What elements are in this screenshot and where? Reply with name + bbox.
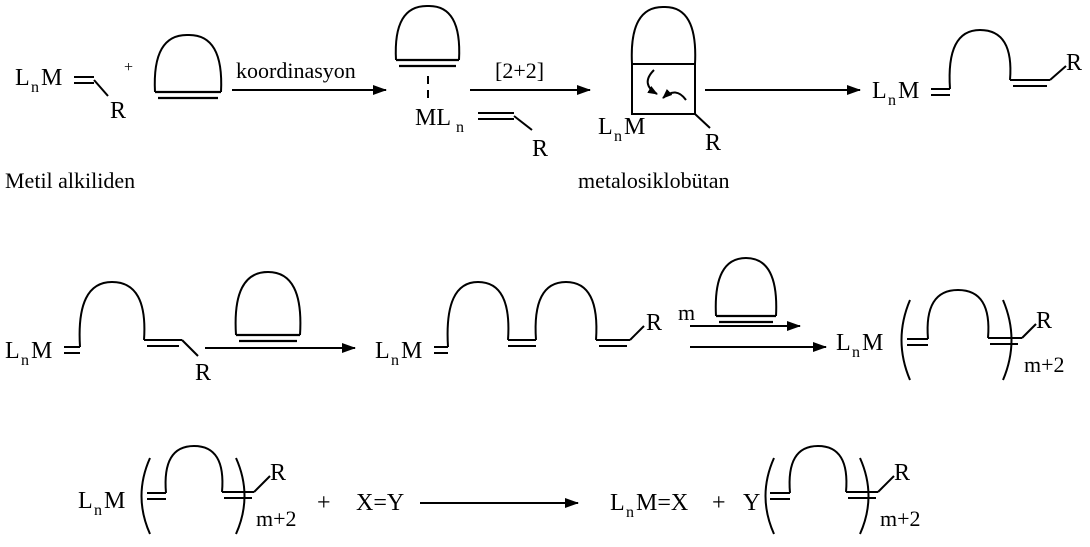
ligand-L: L <box>836 330 851 356</box>
ligand-L: L <box>598 114 613 140</box>
cycloolefin-monomer <box>153 33 223 100</box>
plus-sign: + <box>712 490 726 516</box>
caption-metallacycle: metalosiklobütan <box>578 168 730 193</box>
propagation-reactant: L n M R <box>5 280 211 386</box>
ligand-subscript: n <box>614 128 622 145</box>
arrow-coordination: koordinasyon <box>232 58 387 95</box>
ligand-subscript: n <box>888 92 896 109</box>
ml-label: ML <box>415 105 451 131</box>
r-group: R <box>1066 50 1082 76</box>
arrow-cycloaddition-label: [2+2] <box>495 58 544 83</box>
metal-M: M <box>898 78 919 104</box>
termination-products: L n M=X + Y R m+2 <box>610 444 921 535</box>
dimer-alkylidene: L n M R <box>375 280 662 369</box>
ligand-subscript: n <box>94 502 102 519</box>
ligand-subscript: n <box>626 504 634 521</box>
r-group: R <box>1036 308 1052 334</box>
ligand-L: L <box>15 65 30 91</box>
ligand-subscript: n <box>31 79 39 96</box>
r-group: R <box>532 136 548 162</box>
metal-M: M <box>31 338 52 364</box>
cycloolefin-monomer <box>234 270 302 343</box>
r-group: R <box>195 360 211 386</box>
metal-M: M <box>104 488 125 514</box>
arrow-cycloaddition: [2+2] <box>470 58 591 95</box>
ligand-L: L <box>78 488 93 514</box>
repeat-count: m+2 <box>880 506 921 531</box>
ligand-subscript: n <box>21 352 29 369</box>
alkylidene-complex: L n M R <box>15 65 126 124</box>
arrow-m-monomers: m <box>678 256 827 352</box>
metal-M: M <box>41 65 62 91</box>
metallacyclobutane: L n M R <box>598 5 721 156</box>
reagent-xy: X=Y <box>356 490 404 516</box>
ligand-L: L <box>872 78 887 104</box>
plus-sign: + <box>124 59 133 76</box>
r-group: R <box>705 130 721 156</box>
r-group: R <box>646 310 662 336</box>
ligand-L: L <box>375 338 390 364</box>
r-group: R <box>270 460 286 486</box>
ligand-subscript: n <box>391 352 399 369</box>
r-group: R <box>110 98 126 124</box>
ring-opened-alkylidene: L n M R <box>872 28 1082 109</box>
termination-reactant: L n M R m+2 <box>78 444 297 535</box>
caption-alkylidene: Metil alkiliden <box>5 168 135 193</box>
metal-M: M <box>624 114 645 140</box>
repeat-count: m+2 <box>256 506 297 531</box>
ml-subscript: n <box>456 119 464 136</box>
r-group: R <box>894 460 910 486</box>
y-end: Y <box>743 490 760 516</box>
plus-sign: + <box>317 490 331 516</box>
pi-complex: ML n R <box>394 4 548 162</box>
metal-M: M <box>401 338 422 364</box>
metal-M: M <box>862 330 883 356</box>
repeat-count: m+2 <box>1024 352 1065 377</box>
ligand-L: L <box>5 338 20 364</box>
m-label: m <box>678 300 695 325</box>
ligand-subscript: n <box>852 344 860 361</box>
polymer-alkylidene: L n M R m+2 <box>836 288 1065 381</box>
ligand-L: L <box>610 490 625 516</box>
product-mx: M=X <box>636 490 688 516</box>
arrow-coordination-label: koordinasyon <box>236 58 356 83</box>
